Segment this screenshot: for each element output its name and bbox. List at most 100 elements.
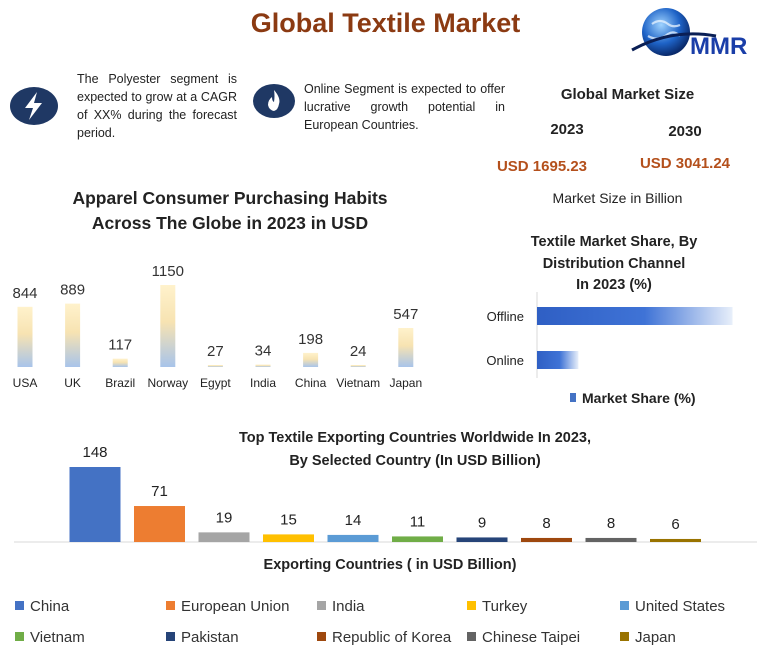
export-value-label: 6 — [671, 516, 679, 533]
year-2030: 2030 — [668, 123, 702, 140]
apparel-category-label: Egypt — [200, 376, 231, 390]
apparel-value-label: 198 — [298, 331, 323, 348]
apparel-value-label: 1150 — [152, 263, 184, 280]
apparel-category-label: Japan — [389, 376, 422, 390]
export-legend-label: China — [30, 598, 70, 615]
export-chart: 148 71 19 15 14 11 9 8 8 6 — [14, 444, 757, 543]
legend-swatch — [467, 601, 476, 610]
export-bar — [650, 538, 701, 542]
export-legend-item: United States — [620, 598, 725, 615]
apparel-value-label: 547 — [393, 306, 418, 323]
apparel-category-label: China — [295, 376, 327, 390]
mmr-logo: MMR — [631, 8, 747, 60]
legend-swatch — [15, 601, 24, 610]
apparel-category-label: Vietnam — [336, 376, 380, 390]
legend-swatch — [570, 393, 576, 402]
apparel-bar — [303, 352, 319, 367]
export-legend-item: Vietnam — [15, 629, 85, 646]
legend-swatch — [317, 601, 326, 610]
export-legend-label: European Union — [181, 598, 290, 615]
export-legend-item: India — [317, 598, 365, 615]
page-title: Global Textile Market — [250, 8, 521, 38]
apparel-bar — [17, 306, 33, 367]
apparel-category-label: UK — [64, 376, 81, 390]
export-legend-item: Japan — [620, 629, 676, 646]
value-2023: USD 1695.23 — [496, 158, 588, 175]
apparel-value-label: 844 — [12, 285, 37, 302]
logo-text: MMR — [690, 33, 747, 60]
online-note: Online Segment is expected to offer lucr… — [304, 82, 505, 132]
distribution-chart-title-1: Textile Market Share, By — [530, 234, 698, 250]
export-legend-item: Turkey — [467, 598, 527, 615]
legend-swatch — [620, 601, 629, 610]
export-value-label: 8 — [607, 515, 615, 532]
export-value-label: 8 — [542, 515, 550, 532]
distribution-bar — [537, 351, 579, 369]
export-legend-label: Japan — [635, 629, 676, 646]
export-bar — [585, 537, 637, 542]
lightning-icon — [10, 87, 58, 125]
export-legend-label: Turkey — [482, 598, 528, 615]
export-value-label: 14 — [345, 512, 362, 529]
legend-swatch — [15, 632, 24, 641]
year-2023: 2023 — [550, 121, 584, 138]
apparel-value-label: 34 — [255, 343, 272, 360]
apparel-value-label: 24 — [350, 343, 367, 360]
export-bar — [327, 534, 379, 542]
market-size-unit: Market Size in Billion — [552, 190, 683, 206]
export-bar — [521, 537, 572, 542]
apparel-category-label: India — [250, 376, 276, 390]
apparel-value-label: 117 — [108, 337, 132, 354]
legend-swatch — [166, 601, 175, 610]
legend-swatch — [620, 632, 629, 641]
distribution-category-label: Offline — [487, 309, 524, 324]
distribution-bar — [537, 307, 733, 325]
apparel-category-label: USA — [13, 376, 38, 390]
export-chart-title-2: By Selected Country (In USD Billion) — [289, 453, 541, 469]
apparel-bar — [160, 285, 176, 367]
export-value-label: 71 — [151, 483, 168, 500]
market-size-title: Global Market Size — [560, 86, 695, 103]
legend-swatch — [317, 632, 326, 641]
export-legend-label: Pakistan — [181, 629, 239, 646]
flame-icon — [253, 84, 295, 118]
export-legend-item: European Union — [166, 598, 289, 615]
export-legend-label: Chinese Taipei — [482, 629, 581, 646]
apparel-bar — [65, 303, 81, 367]
export-legend-label: India — [332, 598, 365, 615]
apparel-chart-title-2: Across The Globe in 2023 in USD — [91, 213, 369, 233]
export-bar — [392, 536, 443, 542]
legend-swatch — [166, 632, 175, 641]
apparel-chart: 844 USA 889 UK 117 Brazil 1150 Norway 27 Egypt 34 I… — [12, 263, 422, 390]
apparel-value-label: 27 — [207, 343, 224, 360]
apparel-bar — [207, 365, 223, 367]
export-legend-item: Chinese Taipei — [467, 629, 580, 646]
export-value-label: 15 — [280, 511, 297, 528]
distribution-chart-title-3: In 2023 (%) — [576, 277, 652, 293]
export-value-label: 19 — [216, 509, 233, 526]
apparel-chart-title-1: Apparel Consumer Purchasing Habits — [72, 188, 388, 208]
export-bar — [69, 467, 121, 542]
distribution-legend-label: Market Share (%) — [582, 390, 696, 406]
export-legend-label: Republic of Korea — [332, 629, 452, 646]
export-value-label: 11 — [410, 513, 426, 530]
apparel-category-label: Brazil — [105, 376, 135, 390]
export-value-label: 9 — [478, 514, 486, 531]
apparel-bar — [398, 327, 414, 367]
apparel-bar — [350, 365, 366, 367]
export-chart-title-1: Top Textile Exporting Countries Worldwid… — [238, 430, 592, 446]
export-bar — [198, 532, 250, 542]
export-legend: China European Union India Turkey United Sta… — [0, 598, 771, 653]
export-legend-item: Pakistan — [166, 629, 239, 646]
distribution-chart: Offline Online — [486, 292, 733, 378]
distribution-legend: Market Share (%) — [570, 390, 696, 406]
export-value-label: 148 — [82, 444, 107, 461]
polyester-note: The Polyester segment is expected to gro… — [77, 72, 237, 140]
globe-icon — [642, 8, 690, 56]
apparel-bar — [112, 358, 128, 367]
distribution-chart-title-2: Distribution Channel — [542, 256, 686, 272]
export-legend-label: Vietnam — [30, 629, 85, 646]
export-bar — [456, 537, 508, 542]
legend-swatch — [467, 632, 476, 641]
export-bar — [263, 534, 314, 542]
